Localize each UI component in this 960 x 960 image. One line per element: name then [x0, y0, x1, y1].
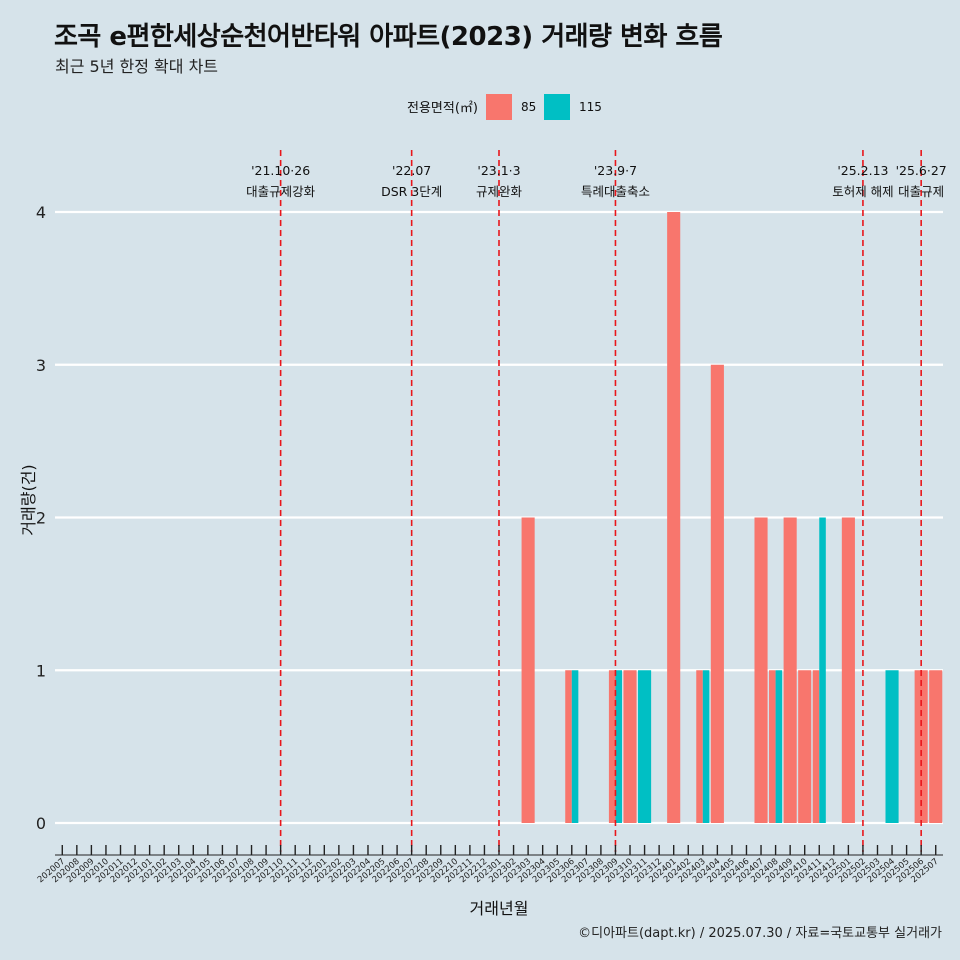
legend-swatch-85 [486, 94, 512, 120]
legend-swatch-115 [544, 94, 570, 120]
bar-85 [812, 670, 820, 823]
event-text-label: 대출규제 [898, 184, 944, 199]
y-tick-label: 1 [36, 661, 46, 680]
bar-85 [608, 670, 616, 823]
bar-115 [638, 670, 652, 823]
event-text-label: 토허제 해제 [832, 184, 893, 199]
y-tick-label: 2 [36, 509, 46, 528]
bar-85 [696, 670, 703, 823]
bar-85 [783, 517, 797, 823]
bar-115 [702, 670, 710, 823]
bar-85 [667, 212, 681, 823]
event-text-label: 특례대출축소 [581, 184, 650, 199]
event-text-label: 규제완화 [476, 184, 523, 199]
bar-115 [775, 670, 783, 823]
event-text-label: DSR 3단계 [381, 184, 442, 199]
chart-caption: ©디아파트(dapt.kr) / 2025.07.30 / 자료=국토교통부 실… [578, 926, 942, 941]
bar-85 [769, 670, 776, 823]
event-date-label: '23.9·7 [594, 163, 637, 178]
event-text-label: 대출규제강화 [246, 184, 316, 199]
event-date-label: '25.6·27 [896, 163, 947, 178]
y-tick-label: 4 [36, 203, 46, 222]
bar-85 [710, 364, 724, 823]
event-date-label: '25.2.13 [837, 163, 888, 178]
x-axis-title: 거래년월 [470, 899, 529, 918]
chart-title: 조곡 e편한세상순천어반타워 아파트(2023) 거래량 변화 흐름 [54, 22, 723, 52]
bar-115 [819, 517, 826, 823]
y-tick-label: 0 [36, 814, 46, 833]
bar-85 [754, 517, 768, 823]
bar-85 [841, 517, 855, 823]
legend-title: 전용면적(㎡) [407, 101, 478, 116]
bar-115 [571, 670, 579, 823]
bar-85 [623, 670, 637, 823]
y-axis-title: 거래량(건) [19, 464, 38, 535]
y-tick-label: 3 [36, 356, 46, 375]
bar-115 [615, 670, 623, 823]
event-date-label: '22.07 [392, 163, 431, 178]
legend-label-115: 115 [579, 100, 602, 114]
bar-85 [565, 670, 572, 823]
bar-85 [798, 670, 812, 823]
bar-115 [885, 670, 899, 823]
bar-85 [521, 517, 535, 823]
legend-label-85: 85 [521, 100, 536, 114]
event-date-label: '23.1·3 [477, 163, 520, 178]
chart-subtitle: 최근 5년 한정 확대 차트 [55, 57, 219, 76]
bar-85 [914, 670, 928, 823]
event-date-label: '21.10·26 [251, 163, 310, 178]
bar-85 [929, 670, 943, 823]
